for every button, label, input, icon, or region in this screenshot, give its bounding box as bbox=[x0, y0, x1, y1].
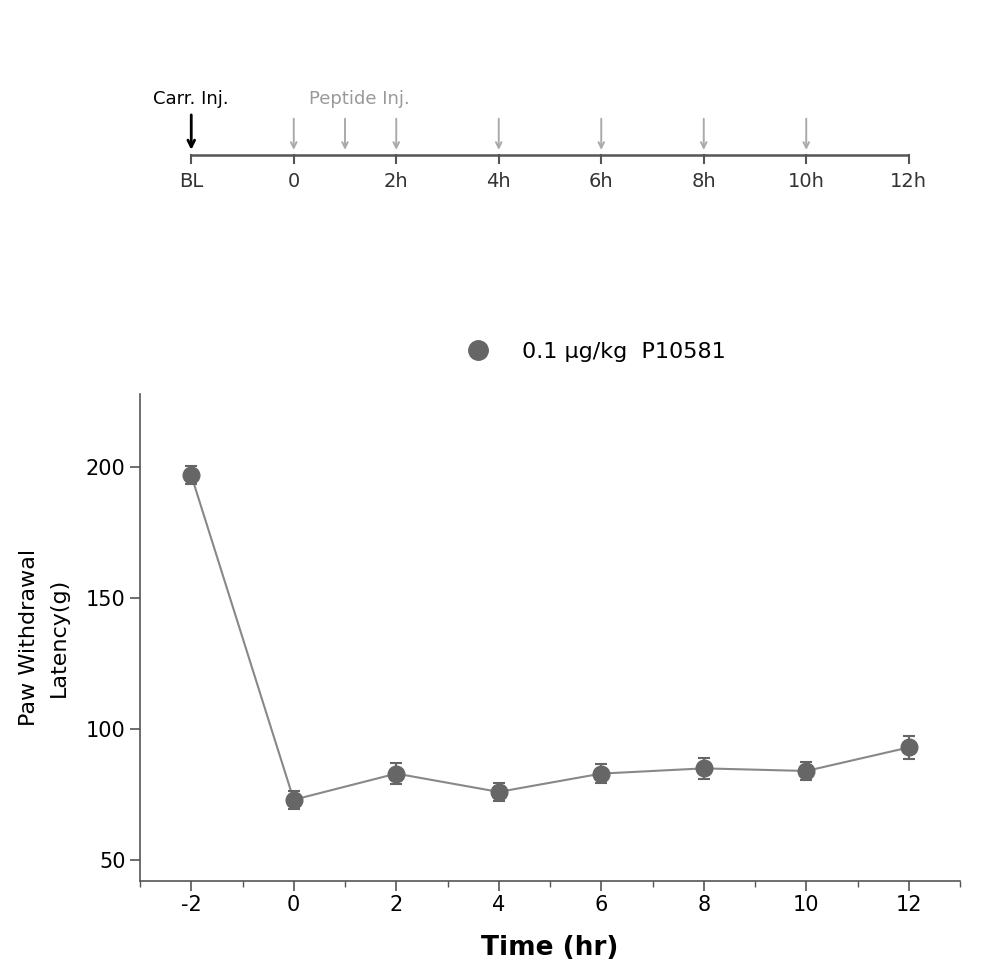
Text: 0: 0 bbox=[288, 172, 300, 191]
Text: 6h: 6h bbox=[589, 172, 614, 191]
Y-axis label: Paw Withdrawal
Latency(g): Paw Withdrawal Latency(g) bbox=[19, 549, 69, 726]
Text: 4h: 4h bbox=[486, 172, 511, 191]
Text: 10h: 10h bbox=[788, 172, 825, 191]
Text: Peptide Inj.: Peptide Inj. bbox=[309, 90, 410, 108]
Text: Carr. Inj.: Carr. Inj. bbox=[153, 90, 229, 108]
Text: 12h: 12h bbox=[890, 172, 927, 191]
Text: BL: BL bbox=[179, 172, 203, 191]
Text: 8h: 8h bbox=[691, 172, 716, 191]
Legend: 0.1 μg/kg  P10581: 0.1 μg/kg P10581 bbox=[456, 342, 726, 362]
Text: 2h: 2h bbox=[384, 172, 409, 191]
X-axis label: Time (hr): Time (hr) bbox=[481, 935, 619, 961]
